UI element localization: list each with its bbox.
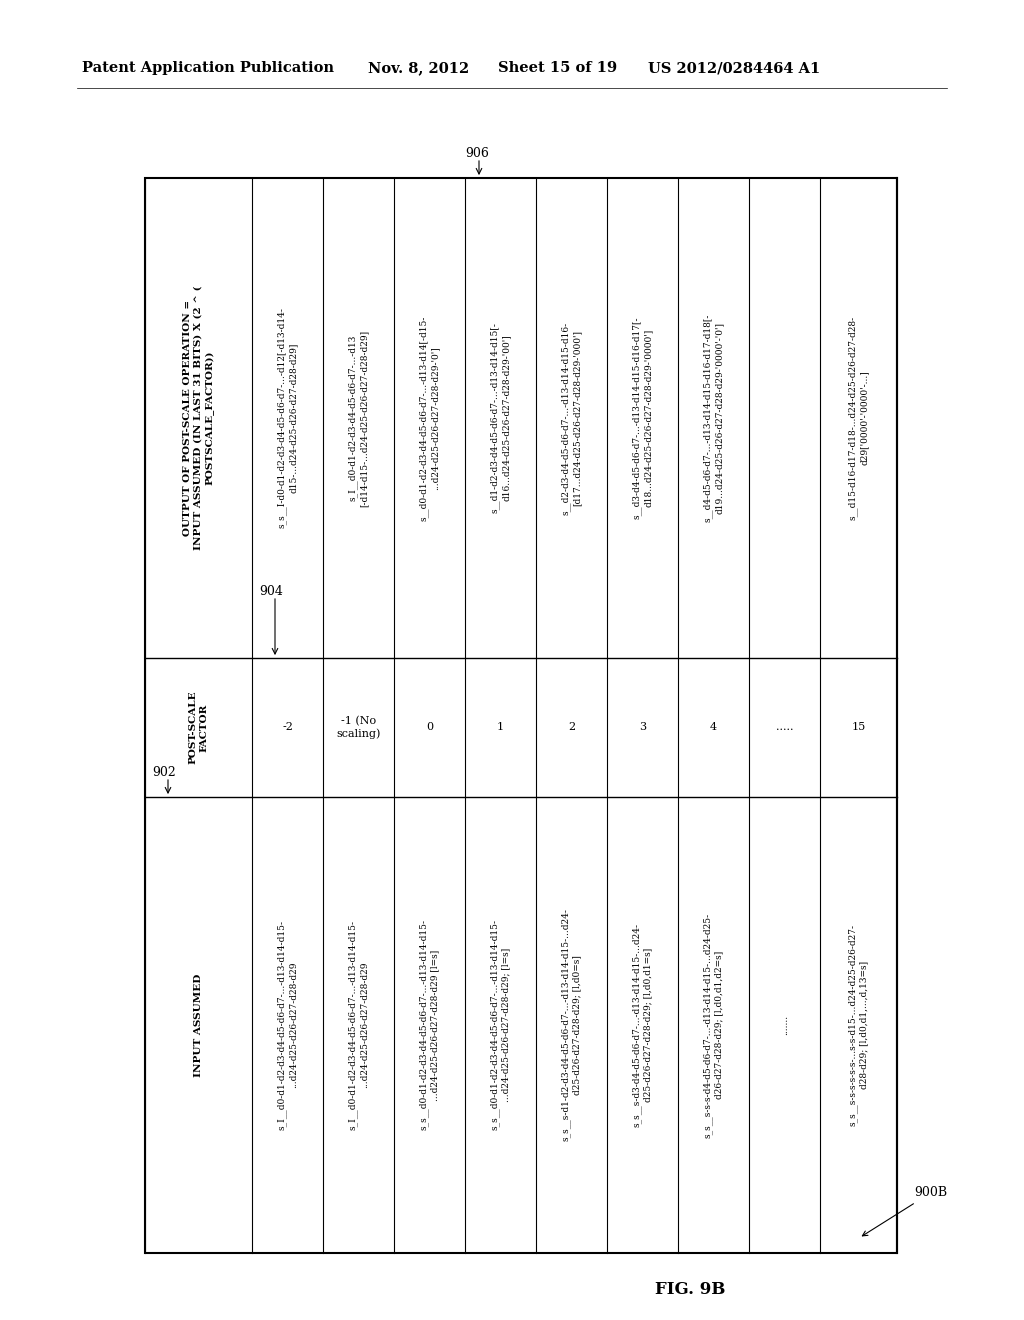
Text: s_s__I-d0-d1-d2-d3-d4-d5-d6-d7-...-d12[-d13-d14-
d15-...d24-d25-d26-d27-d28-d29]: s_s__I-d0-d1-d2-d3-d4-d5-d6-d7-...-d12[-… (278, 308, 298, 528)
Text: -1 (No
scaling): -1 (No scaling) (336, 715, 381, 739)
Text: 902: 902 (152, 766, 176, 779)
Text: s_I__d0-d1-d2-d3-d4-d5-d6-d7-...-d13-d14-d15-
...d24-d25-d26-d27-d28-d29: s_I__d0-d1-d2-d3-d4-d5-d6-d7-...-d13-d14… (278, 920, 298, 1130)
Text: s_s__d0-d1-d2-d3-d4-d5-d6-d7-...-d13-d14-d15-
...d24-d25-d26-d27-d28-d29; [l=s]: s_s__d0-d1-d2-d3-d4-d5-d6-d7-...-d13-d14… (490, 920, 511, 1130)
Text: 15: 15 (851, 722, 865, 733)
Text: 900B: 900B (862, 1187, 947, 1236)
Text: 0: 0 (426, 722, 433, 733)
Text: .....: ..... (776, 722, 794, 733)
Text: Sheet 15 of 19: Sheet 15 of 19 (498, 61, 617, 75)
Text: s_s__s-s-s-d4-d5-d6-d7-...-d13-d14-d15-...d24-d25-
d26-d27-d28-d29; [l,d0,d1,d2=: s_s__s-s-s-d4-d5-d6-d7-...-d13-d14-d15-.… (703, 912, 724, 1138)
Text: 1: 1 (497, 722, 504, 733)
Text: US 2012/0284464 A1: US 2012/0284464 A1 (648, 61, 820, 75)
Text: 904: 904 (259, 585, 283, 598)
Text: Nov. 8, 2012: Nov. 8, 2012 (368, 61, 469, 75)
Text: -2: -2 (282, 722, 293, 733)
Text: s__d4-d5-d6-d7-...-d13-d14-d15-d16-d17-d18[-
d19...d24-d25-d26-d27-d28-d29-'0000: s__d4-d5-d6-d7-...-d13-d14-d15-d16-d17-d… (703, 314, 724, 523)
Text: s_s__s-d1-d2-d3-d4-d5-d6-d7-...-d13-d14-d15-...d24-
d25-d26-d27-d28-d29; [l,d0=s: s_s__s-d1-d2-d3-d4-d5-d6-d7-...-d13-d14-… (561, 908, 582, 1142)
Text: .......: ....... (780, 1015, 790, 1035)
Text: POST-SCALE
FACTOR: POST-SCALE FACTOR (188, 690, 209, 764)
Text: s__d2-d3-d4-d5-d6-d7-...-d13-d14-d15-d16-
[d17...d24-d25-d26-d27-d28-d29-'000']: s__d2-d3-d4-d5-d6-d7-...-d13-d14-d15-d16… (561, 322, 582, 515)
Text: s__d15-d16-d17-d18-...d24-d25-d26-d27-d28-
d29['0000'-'0000'-...]: s__d15-d16-d17-d18-...d24-d25-d26-d27-d2… (848, 315, 868, 520)
Text: OUTPUT OF POST-SCALE OPERATION =
INPUT ASSUMED (IN LAST 31 BITS) X (2 ^ (
POSTSC: OUTPUT OF POST-SCALE OPERATION = INPUT A… (183, 285, 214, 550)
Text: s__d3-d4-d5-d6-d7-...-d13-d14-d15-d16-d17[-
d18...d24-d25-d26-d27-d28-d29-'0000': s__d3-d4-d5-d6-d7-...-d13-d14-d15-d16-d1… (632, 317, 652, 519)
Text: s_s__s-s-s-s-s-s-...s-s-d15-...d24-d25-d26-d27-
d28-d29; [l,d0,d1,...,d,13=s]: s_s__s-s-s-s-s-s-...s-s-d15-...d24-d25-d… (848, 924, 868, 1126)
Text: FIG. 9B: FIG. 9B (654, 1282, 725, 1299)
Text: s__d0-d1-d2-d3-d4-d5-d6-d7-...-d13-d14[-d15-
...d24-d25-d26-d27-d28-d29-'0']: s__d0-d1-d2-d3-d4-d5-d6-d7-...-d13-d14[-… (419, 315, 439, 520)
Text: 906: 906 (465, 147, 488, 160)
Text: INPUT ASSUMED: INPUT ASSUMED (194, 973, 203, 1077)
Text: s_I__d0-d1-d2-d3-d4-d5-d6-d7-...-d13-d14-d15-
...d24-d25-d26-d27-d28-d29: s_I__d0-d1-d2-d3-d4-d5-d6-d7-...-d13-d14… (348, 920, 369, 1130)
Text: s_I__d0-d1-d2-d3-d4-d5-d6-d7-...-d13
[-d14-d15-...d24-d25-d26-d27-d28-d29]: s_I__d0-d1-d2-d3-d4-d5-d6-d7-...-d13 [-d… (348, 330, 369, 507)
Text: s_s__d0-d1-d2-d3-d4-d5-d6-d7-...-d13-d14-d15-
...d24-d25-d26-d27-d28-d29 [l=s]: s_s__d0-d1-d2-d3-d4-d5-d6-d7-...-d13-d14… (419, 920, 439, 1130)
Text: 4: 4 (710, 722, 717, 733)
Bar (145, 178, 897, 1253)
Text: 3: 3 (639, 722, 646, 733)
Text: Patent Application Publication: Patent Application Publication (82, 61, 334, 75)
Text: s_s__s-d3-d4-d5-d6-d7-...-d13-d14-d15-...d24-
d25-d26-d27-d28-d29; [l,d0,d1=s]: s_s__s-d3-d4-d5-d6-d7-...-d13-d14-d15-..… (632, 923, 652, 1127)
Text: s__d1-d2-d3-d4-d5-d6-d7-...-d13-d14-d15[-
d16...d24-d25-d26-d27-d28-d29-'00']: s__d1-d2-d3-d4-d5-d6-d7-...-d13-d14-d15[… (490, 322, 511, 513)
Text: 2: 2 (568, 722, 575, 733)
